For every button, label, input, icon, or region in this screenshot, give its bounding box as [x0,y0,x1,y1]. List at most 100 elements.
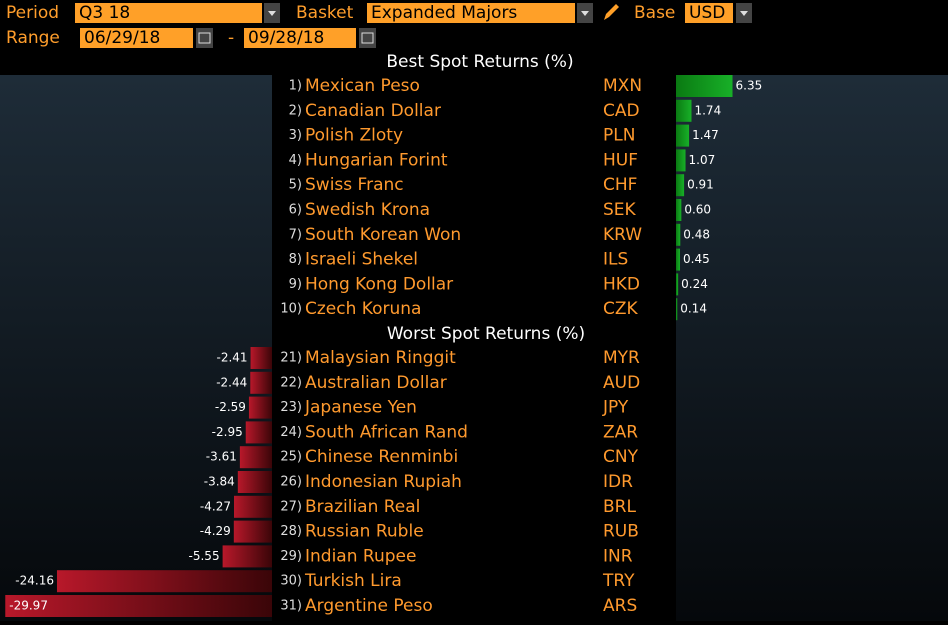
rank: 8) [289,252,302,267]
worst-title: Worst Spot Returns (%) [387,324,585,344]
rank: 6) [289,203,302,218]
value-label: -3.84 [204,475,235,489]
value-label: 0.48 [683,227,710,241]
value-label: -24.16 [15,574,54,588]
rank: 3) [289,128,302,143]
start-value: 06/29/18 [84,28,160,48]
value-label: -2.59 [215,400,246,414]
currency-name: Canadian Dollar [305,101,441,121]
bar [676,223,681,246]
bar [676,248,681,271]
bar [56,570,273,593]
rank: 7) [289,227,302,242]
rank: 22) [280,375,302,390]
rank: 26) [280,475,302,490]
currency-name: South Korean Won [305,225,461,245]
currency-code: BRL [603,497,636,517]
period-input[interactable] [75,3,262,23]
value-label: -2.44 [216,375,247,389]
currency-code: HKD [603,274,640,294]
value-label: -4.27 [200,499,231,513]
bar [676,174,685,197]
currency-code: ZAR [603,422,638,442]
bar [676,75,733,97]
bar [676,99,692,122]
rank: 23) [280,400,302,415]
rank: 21) [280,351,302,366]
currency-name: South African Rand [305,422,468,442]
calendar-icon [198,32,211,44]
rank: 28) [280,524,302,539]
currency-code: AUD [603,373,640,393]
currency-name: Chinese Renminbi [305,447,458,467]
calendar-icon [361,32,374,44]
currency-code: MXN [603,76,642,96]
base-label: Base [634,3,675,23]
currency-name: Malaysian Ringgit [305,348,456,368]
base-value: USD [689,3,725,23]
value-label: 0.60 [684,203,711,217]
currency-name: Australian Dollar [305,373,447,393]
basket-input[interactable] [367,3,575,23]
currency-code: KRW [603,225,642,245]
currency-name: Swedish Krona [305,200,430,220]
end-input[interactable] [244,28,356,48]
bar [676,124,690,147]
value-label: -3.61 [206,450,237,464]
basket-label: Basket [296,3,354,23]
best-title: Best Spot Returns (%) [386,52,573,72]
rank: 1) [289,79,302,94]
currency-code: CHF [603,175,637,195]
currency-code: ILS [603,250,628,270]
currency-name: Argentine Peso [305,596,433,616]
currency-code: SEK [603,200,637,220]
currency-name: Polish Zloty [305,126,403,146]
bar [676,149,686,172]
bar [237,471,272,493]
currency-code: IDR [603,472,633,492]
currency-code: MYR [603,348,640,368]
rank: 30) [280,574,302,589]
currency-code: CAD [603,101,640,121]
base-input[interactable] [685,3,733,23]
rank: 4) [289,153,302,168]
rank: 5) [289,178,302,193]
start-input[interactable] [80,28,193,48]
currency-name: Hungarian Forint [305,150,448,170]
value-label: -2.95 [212,425,243,439]
currency-code: TRY [602,571,635,591]
value-label: 1.07 [689,153,716,167]
currency-name: Mexican Peso [305,76,420,96]
currency-code: CNY [603,447,639,467]
bar [676,199,682,221]
currency-name: Indian Rupee [305,546,416,566]
range-label: Range [6,28,60,48]
range-separator: - [228,28,234,48]
edit-icon[interactable] [604,4,619,20]
currency-code: ARS [603,596,637,616]
bar [676,273,679,296]
period-label: Period [6,3,59,23]
currency-code: RUB [603,522,639,542]
period-value: Q3 18 [79,3,130,23]
end-value: 09/28/18 [248,28,324,48]
right-panel [676,75,948,621]
bar [250,371,272,394]
rank: 9) [289,277,302,292]
currency-code: INR [603,546,633,566]
currency-code: JPY [602,398,629,418]
rank: 27) [280,499,302,514]
currency-name: Turkish Lira [304,571,402,591]
bar [233,495,272,518]
bar [239,446,272,469]
rank: 31) [280,599,302,614]
value-label: -29.97 [9,599,48,613]
bar [5,595,273,617]
value-label: 1.47 [692,128,719,142]
currency-code: HUF [603,150,638,170]
left-panel [0,75,272,621]
bar [222,545,272,568]
value-label: -2.41 [216,351,247,365]
rank: 10) [280,302,302,317]
